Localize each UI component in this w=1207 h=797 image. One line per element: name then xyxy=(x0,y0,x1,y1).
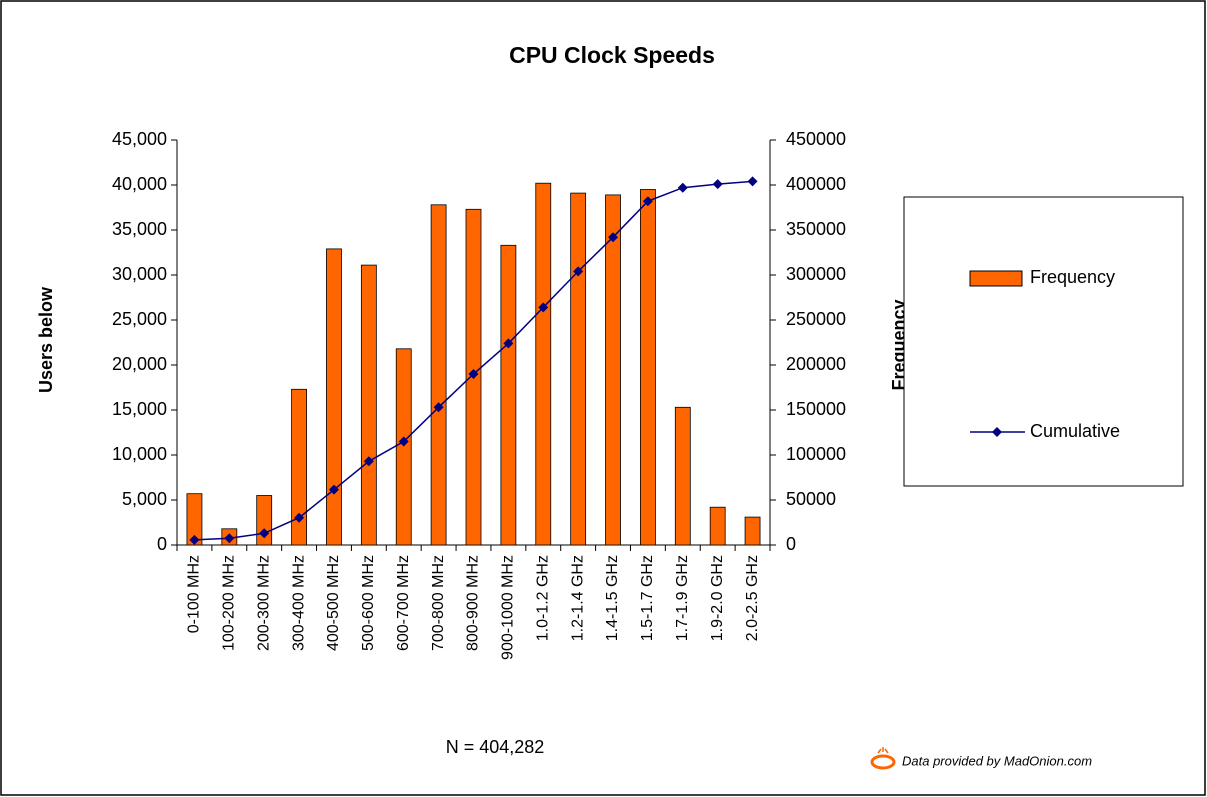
point xyxy=(677,182,688,193)
point xyxy=(328,484,339,495)
y-tick-label: 15,000 xyxy=(112,399,167,419)
y-tick-label: 40,000 xyxy=(112,174,167,194)
bar xyxy=(360,264,377,546)
y2-tick-label: 350000 xyxy=(786,219,846,239)
y-tick-label: 30,000 xyxy=(112,264,167,284)
y2-tick-label: 150000 xyxy=(786,399,846,419)
bar xyxy=(291,388,307,546)
point xyxy=(294,512,305,523)
point xyxy=(189,534,200,545)
y2-tick-label: 0 xyxy=(786,534,796,554)
x-tick-label: 2.0-2.5 GHz xyxy=(744,555,761,641)
point xyxy=(608,232,619,243)
bar xyxy=(186,493,203,546)
y2-tick-label: 100000 xyxy=(786,444,846,464)
logo xyxy=(870,747,896,770)
point xyxy=(538,302,549,313)
point xyxy=(224,533,235,544)
x-tick-label: 500-600 MHz xyxy=(360,555,377,651)
point xyxy=(503,338,514,349)
x-tick-label: 1.7-1.9 GHz xyxy=(674,555,691,641)
y-tick-label: 35,000 xyxy=(112,219,167,239)
y2-tick-label: 50000 xyxy=(786,489,836,509)
point xyxy=(573,266,584,277)
point xyxy=(363,456,374,467)
point xyxy=(259,528,270,539)
x-tick-label: 400-500 MHz xyxy=(325,555,342,651)
y2-tick-label: 450000 xyxy=(786,129,846,149)
point xyxy=(433,402,444,413)
annotation: N = 404,282 xyxy=(446,737,545,757)
bar xyxy=(674,406,691,546)
y-tick-label: 0 xyxy=(157,534,167,554)
y-tick-label: 20,000 xyxy=(112,354,167,374)
y-axis-label: Users below xyxy=(36,286,56,393)
point xyxy=(468,369,479,379)
legend-label: Cumulative xyxy=(1030,421,1120,441)
x-tick-label: 1.4-1.5 GHz xyxy=(604,555,621,641)
bar xyxy=(744,516,761,546)
bar xyxy=(500,244,517,546)
x-tick-label: 100-200 MHz xyxy=(221,555,238,651)
x-tick-label: 900-1000 MHz xyxy=(500,555,517,660)
legend-box xyxy=(903,196,1184,487)
legend-swatch xyxy=(992,427,1002,437)
x-tick-label: 1.5-1.7 GHz xyxy=(639,555,656,641)
x-tick-label: 800-900 MHz xyxy=(465,555,482,651)
point xyxy=(642,196,653,207)
bar xyxy=(605,194,621,546)
point xyxy=(712,179,723,190)
point xyxy=(747,176,758,187)
x-tick-label: 0-100 MHz xyxy=(186,555,203,633)
y2-tick-label: 400000 xyxy=(786,174,846,194)
y2-tick-label: 200000 xyxy=(786,354,846,374)
annotation: Data provided by MadOnion.com xyxy=(902,753,1092,768)
bar xyxy=(395,348,412,546)
bar xyxy=(570,192,587,546)
x-tick-label: 1.2-1.4 GHz xyxy=(569,555,586,641)
x-tick-label: 200-300 MHz xyxy=(255,555,272,651)
x-tick-label: 300-400 MHz xyxy=(290,555,307,651)
x-tick-label: 700-800 MHz xyxy=(430,555,447,651)
y2-tick-label: 300000 xyxy=(786,264,846,284)
y-tick-label: 10,000 xyxy=(112,444,167,464)
y-tick-label: 5,000 xyxy=(122,489,167,509)
y-tick-label: 45,000 xyxy=(112,129,167,149)
x-tick-label: 1.0-1.2 GHz xyxy=(534,555,551,641)
y-tick-label: 25,000 xyxy=(112,309,167,329)
y2-tick-label: 250000 xyxy=(786,309,846,329)
bar xyxy=(640,189,656,546)
x-tick-label: 1.9-2.0 GHz xyxy=(709,555,726,641)
chart-title: CPU Clock Speeds xyxy=(509,42,715,68)
bar xyxy=(535,182,552,546)
bar xyxy=(326,248,342,546)
point xyxy=(398,436,409,447)
bar xyxy=(430,204,447,546)
legend-label: Frequency xyxy=(1030,267,1115,287)
x-tick-label: 600-700 MHz xyxy=(395,555,412,651)
bar xyxy=(709,506,726,546)
legend-swatch xyxy=(969,270,1023,287)
